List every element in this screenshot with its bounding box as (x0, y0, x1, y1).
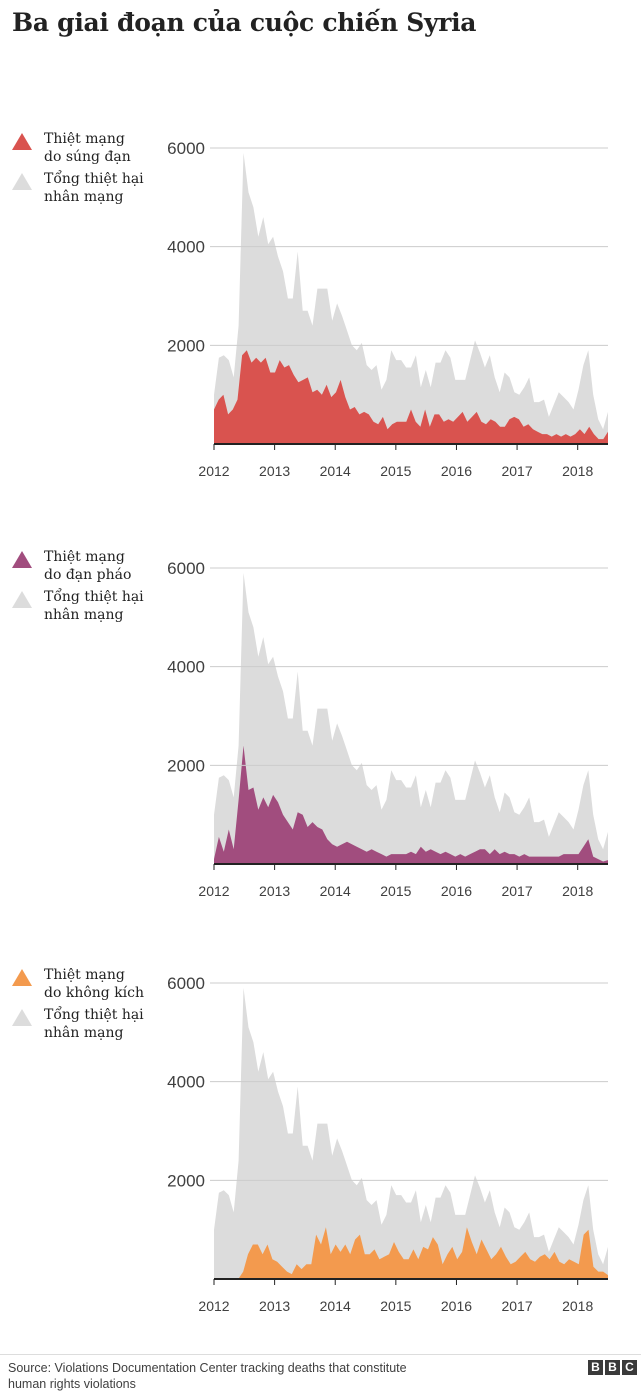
legend-item: Tổng thiệt hại nhân mạng (12, 588, 162, 624)
legend-swatch-icon (12, 1009, 32, 1026)
x-tick-label: 2016 (441, 1298, 472, 1314)
legend-swatch-icon (12, 173, 32, 190)
x-tick-label: 2018 (562, 1298, 593, 1314)
x-tick-label: 2017 (501, 1298, 532, 1314)
page-title: Ba giai đoạn của cuộc chiến Syria (12, 8, 477, 37)
x-tick-label: 2013 (259, 883, 290, 899)
x-tick-label: 2013 (259, 1298, 290, 1314)
legend-label: Tổng thiệt hại nhân mạng (44, 589, 144, 623)
legend-label: Tổng thiệt hại nhân mạng (44, 1007, 144, 1041)
x-tick-label: 2016 (441, 463, 472, 479)
chart-gun: 2000 4000 6000 2012 2013 2014 2015 2016 2017 2018 (167, 139, 608, 479)
bbc-logo-letter: B (588, 1360, 603, 1375)
series-area-cause (214, 1227, 608, 1279)
y-tick-label: 6000 (167, 139, 205, 158)
x-tick-label: 2013 (259, 463, 290, 479)
series-area-cause (214, 350, 608, 444)
y-tick-label: 2000 (167, 336, 205, 355)
legend-label: Thiệt mạng do súng đạn (44, 131, 131, 165)
legend-gun: Thiệt mạng do súng đạn Tổng thiệt hại nhâ… (12, 130, 162, 210)
legend-label: Tổng thiệt hại nhân mạng (44, 171, 144, 205)
x-tick-label: 2012 (198, 1298, 229, 1314)
x-tick-label: 2014 (320, 883, 351, 899)
series-area-total (214, 987, 608, 1279)
legend-item: Thiệt mạng do đạn pháo (12, 548, 162, 584)
legend-label: Thiệt mạng do không kích (44, 967, 145, 1001)
legend-shell: Thiệt mạng do đạn pháo Tổng thiệt hại nhâ… (12, 548, 162, 628)
x-tick-label: 2015 (380, 463, 411, 479)
legend-item: Thiệt mạng do không kích (12, 966, 162, 1002)
x-tick-label: 2016 (441, 883, 472, 899)
y-tick-label: 2000 (167, 756, 205, 775)
legend-label: Thiệt mạng do đạn pháo (44, 549, 132, 583)
legend-swatch-icon (12, 969, 32, 986)
x-tick-label: 2017 (501, 883, 532, 899)
y-tick-label: 4000 (167, 1073, 205, 1092)
series-area-cause (214, 745, 608, 864)
legend-swatch-icon (12, 591, 32, 608)
x-tick-label: 2014 (320, 1298, 351, 1314)
y-tick-label: 6000 (167, 974, 205, 993)
y-tick-label: 4000 (167, 238, 205, 257)
legend-swatch-icon (12, 133, 32, 150)
x-tick-label: 2017 (501, 463, 532, 479)
x-tick-label: 2018 (562, 463, 593, 479)
x-tick-label: 2012 (198, 883, 229, 899)
x-tick-label: 2018 (562, 883, 593, 899)
x-tick-label: 2014 (320, 463, 351, 479)
x-tick-label: 2012 (198, 463, 229, 479)
y-tick-label: 2000 (167, 1171, 205, 1190)
x-tick-label: 2015 (380, 1298, 411, 1314)
legend-item: Tổng thiệt hại nhân mạng (12, 1006, 162, 1042)
legend-item: Tổng thiệt hại nhân mạng (12, 170, 162, 206)
bbc-logo-letter: B (605, 1360, 620, 1375)
series-area-total (214, 572, 608, 864)
legend-swatch-icon (12, 551, 32, 568)
series-area-total (214, 152, 608, 444)
y-tick-label: 4000 (167, 658, 205, 677)
chart-air: 2000 4000 6000 2012 2013 2014 2015 2016 2017 2018 (167, 974, 608, 1314)
chart-shell: 2000 4000 6000 2012 2013 2014 2015 2016 2017 2018 (167, 559, 608, 899)
bbc-logo: B B C (588, 1360, 637, 1375)
source-note: Source: Violations Documentation Center … (8, 1361, 407, 1391)
y-tick-label: 6000 (167, 559, 205, 578)
legend-air: Thiệt mạng do không kích Tổng thiệt hại n… (12, 966, 162, 1046)
bbc-logo-letter: C (622, 1360, 637, 1375)
x-tick-label: 2015 (380, 883, 411, 899)
footer-divider (0, 1354, 641, 1355)
legend-item: Thiệt mạng do súng đạn (12, 130, 162, 166)
